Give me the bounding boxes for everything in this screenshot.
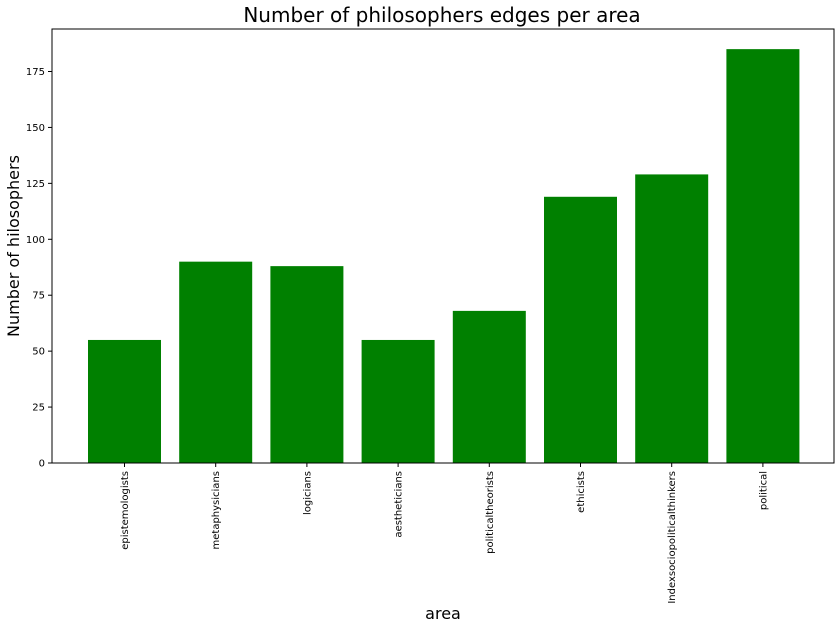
x-tick-label: ethicists [576, 471, 587, 513]
bar [635, 174, 709, 464]
x-axis-label: area [425, 604, 461, 623]
y-tick-label: 50 [32, 347, 45, 358]
x-tick-label: political [758, 471, 769, 510]
y-tick-label: 100 [26, 235, 45, 246]
y-tick-label: 150 [26, 123, 45, 134]
y-tick-label: 25 [32, 403, 45, 414]
x-tick-label: metaphysicians [211, 471, 222, 550]
bar [544, 196, 617, 463]
x-tick-label: epistemologists [120, 471, 131, 550]
y-tick-label: 0 [39, 459, 45, 470]
y-axis-label: Number of hilosophers [4, 155, 23, 337]
bar [361, 339, 435, 463]
bar [179, 261, 253, 463]
bar [270, 266, 344, 463]
y-tick-label: 125 [26, 179, 45, 190]
bar [88, 339, 161, 463]
y-tick-label: 175 [26, 67, 45, 78]
bar [726, 49, 800, 463]
x-tick-label: logicians [302, 471, 313, 515]
x-tick-label: Indexsociopoliticalthinkers [667, 471, 678, 604]
plot-area: 0 25 50 75 100 125 150 175 epistemologists metaph… [26, 49, 800, 604]
x-tick-label: aestheticians [394, 471, 405, 538]
bar [452, 310, 526, 463]
plot-frame [51, 28, 835, 464]
x-tick-label: politicaltheorists [485, 471, 496, 554]
y-tick-label: 75 [32, 291, 45, 302]
chart-title: Number of philosophers edges per area [243, 3, 640, 27]
